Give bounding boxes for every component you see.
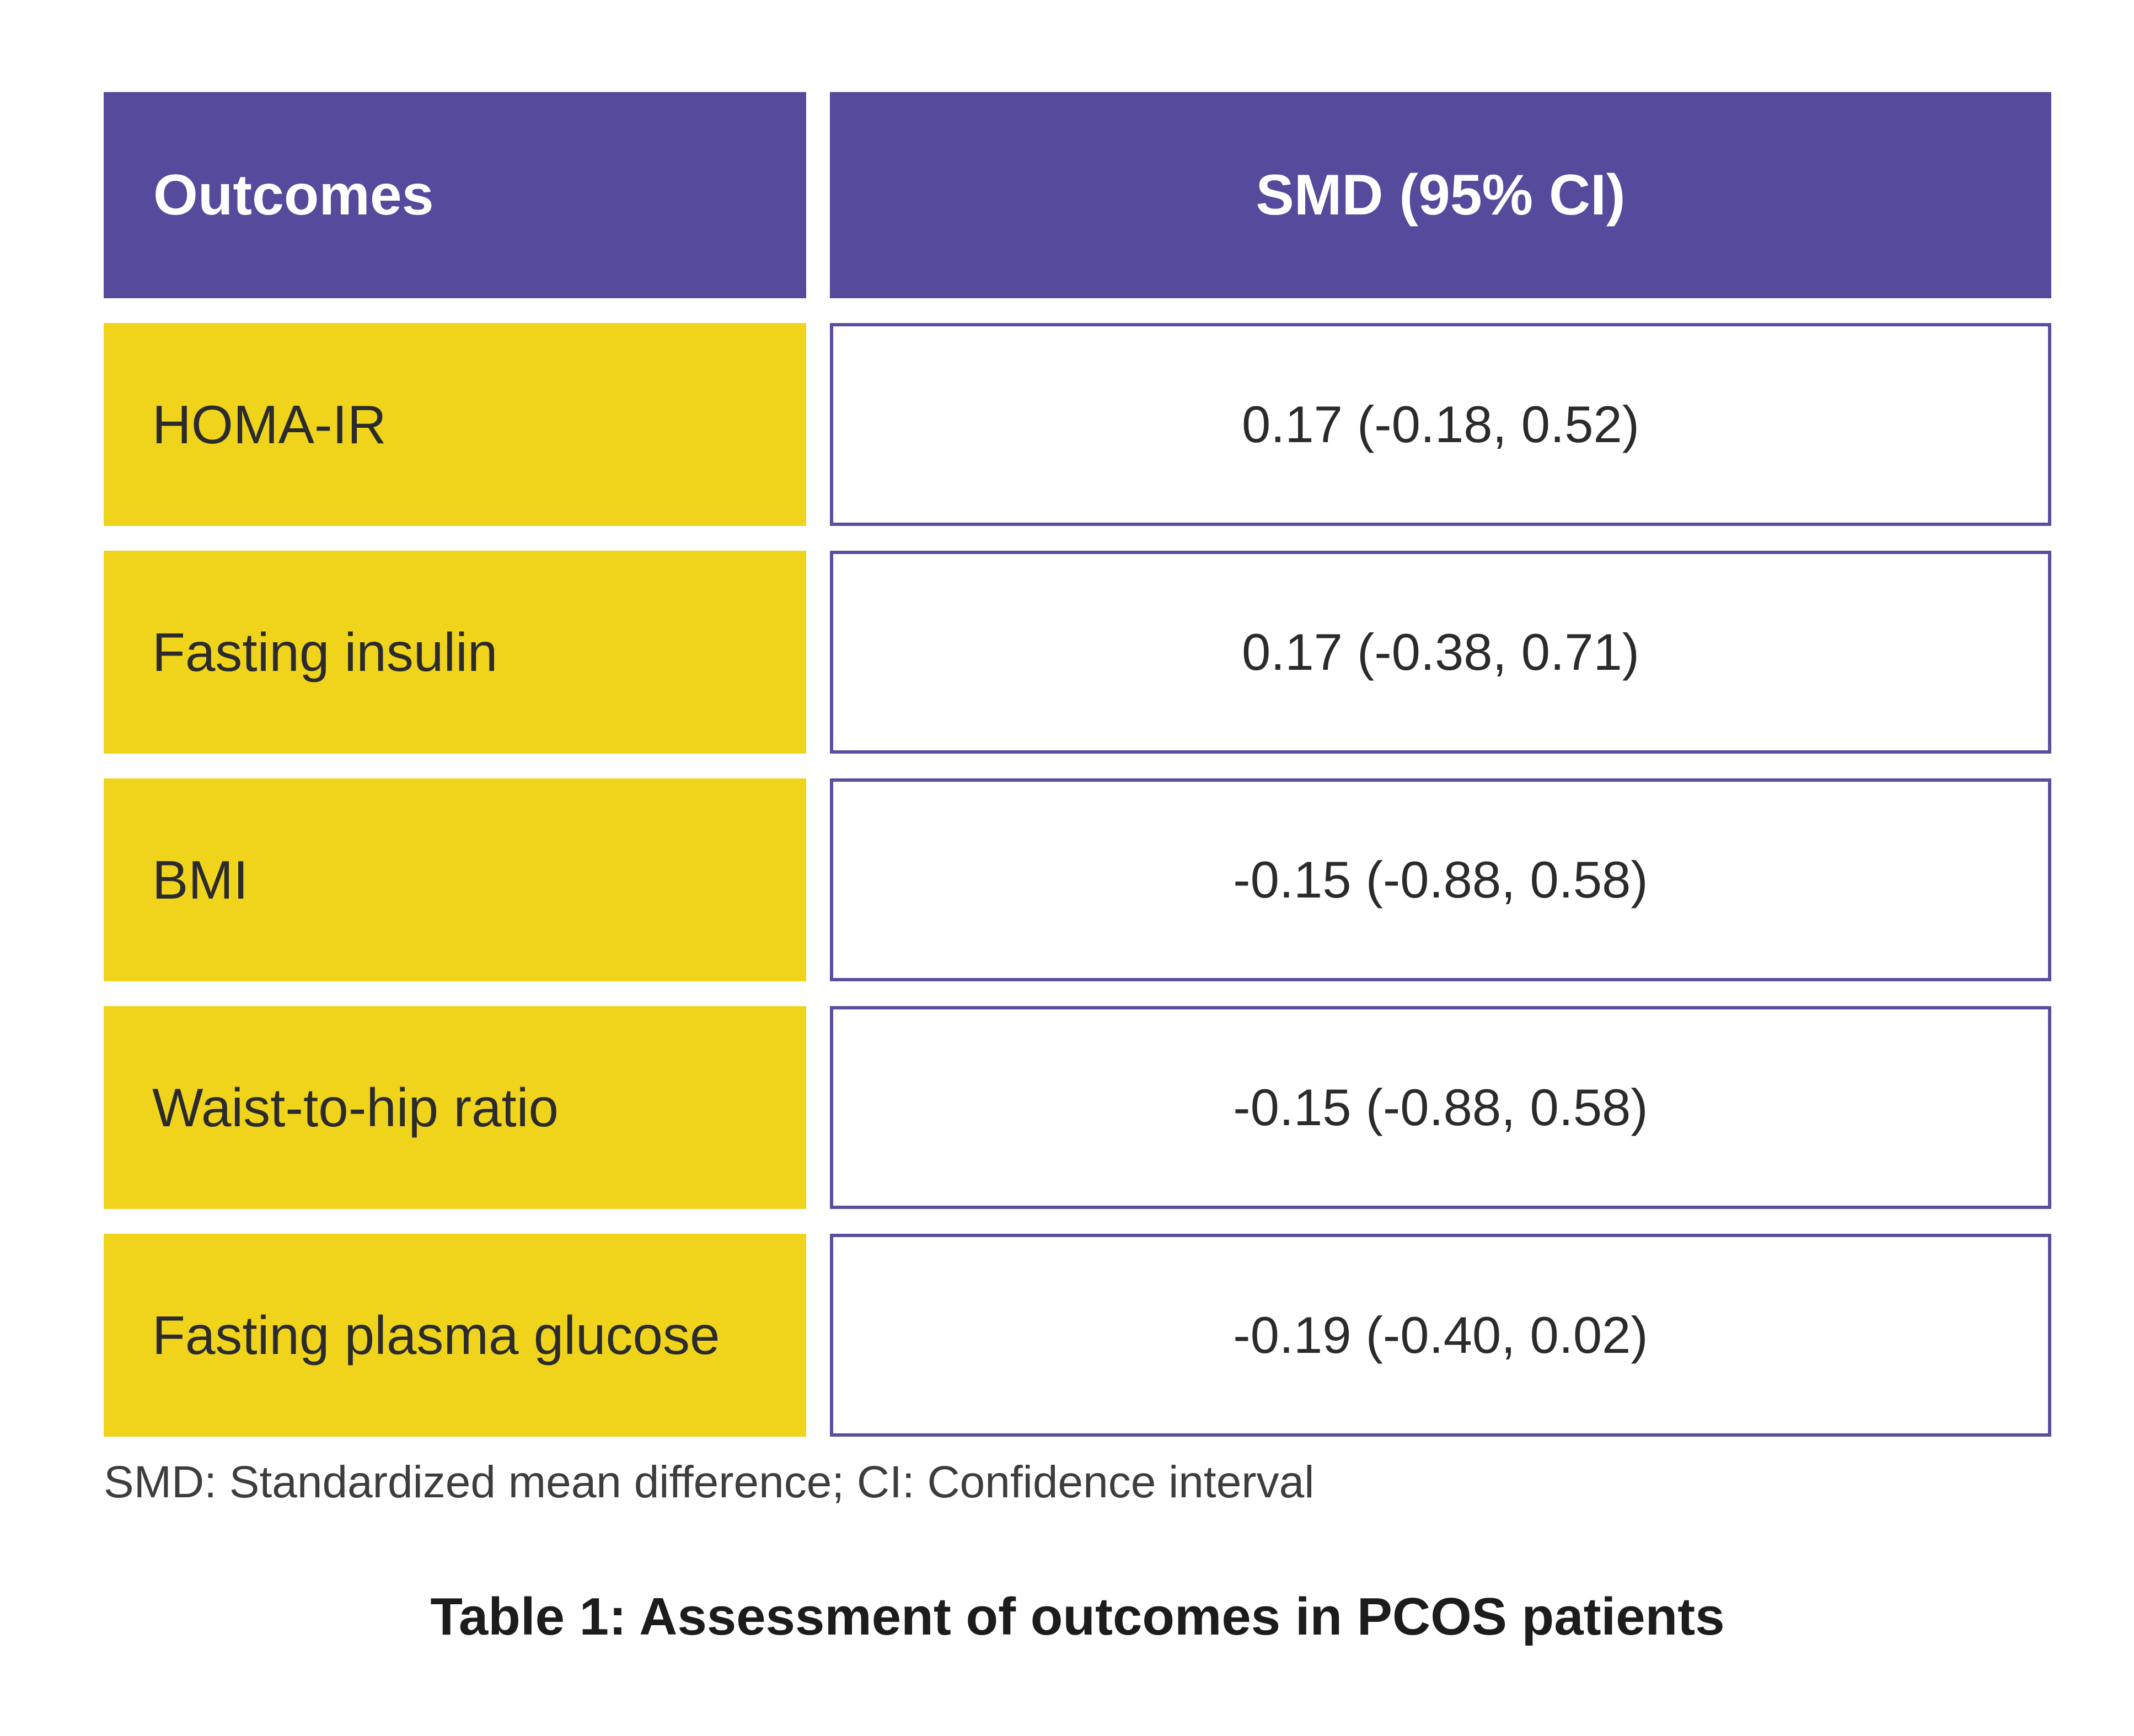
- abbreviations-footnote: SMD: Standardized mean difference; CI: C…: [104, 1457, 1315, 1507]
- table-caption: Table 1: Assessment of outcomes in PCOS …: [430, 1587, 1725, 1646]
- outcome-cell-homa-ir: HOMA-IR: [104, 323, 806, 526]
- outcome-cell-bmi: BMI: [104, 778, 806, 981]
- smd-cell-bmi: -0.15 (-0.88, 0.58): [830, 778, 2051, 981]
- outcomes-table: Outcomes SMD (95% CI) HOMA-IR 0.17 (-0.1…: [104, 92, 2051, 1437]
- column-header-outcomes: Outcomes: [104, 92, 806, 298]
- outcome-cell-fasting-insulin: Fasting insulin: [104, 551, 806, 754]
- smd-cell-fasting-plasma-glucose: -0.19 (-0.40, 0.02): [830, 1234, 2051, 1437]
- smd-cell-fasting-insulin: 0.17 (-0.38, 0.71): [830, 551, 2051, 754]
- smd-cell-waist-to-hip-ratio: -0.15 (-0.88, 0.58): [830, 1006, 2051, 1209]
- outcome-cell-waist-to-hip-ratio: Waist-to-hip ratio: [104, 1006, 806, 1209]
- smd-cell-homa-ir: 0.17 (-0.18, 0.52): [830, 323, 2051, 526]
- outcome-cell-fasting-plasma-glucose: Fasting plasma glucose: [104, 1234, 806, 1437]
- column-header-smd: SMD (95% CI): [830, 92, 2051, 298]
